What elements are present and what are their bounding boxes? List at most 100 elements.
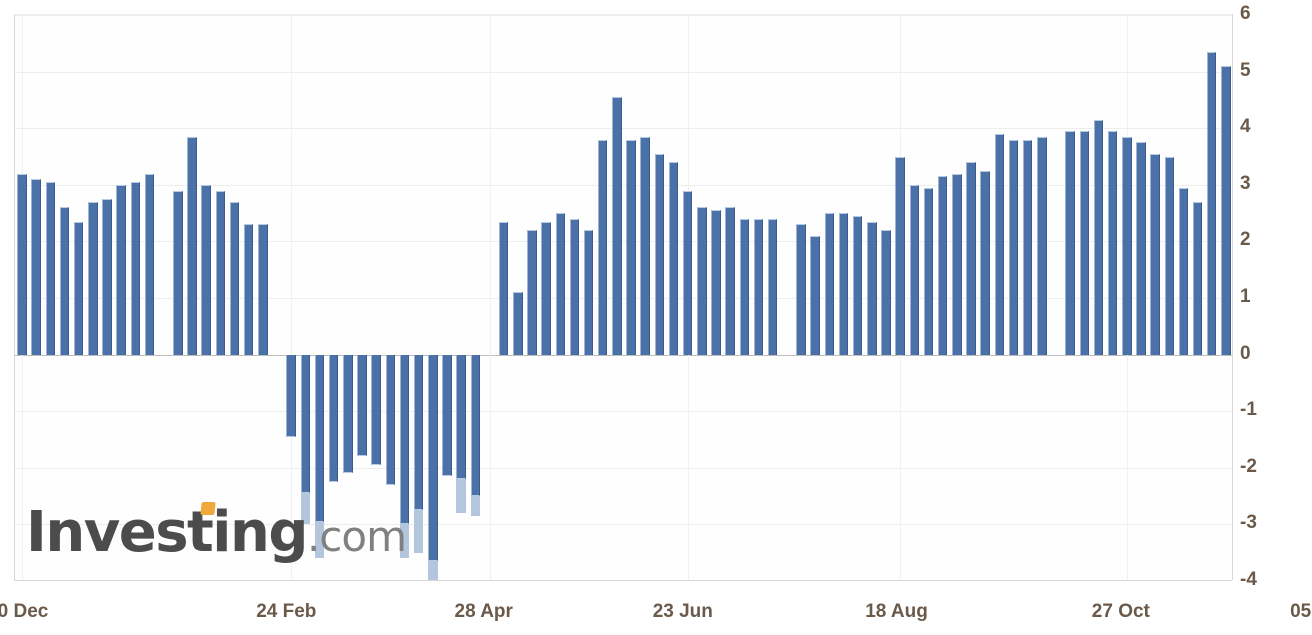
bar-watermark-overlay (413, 510, 424, 553)
bar-watermark-overlay (300, 493, 311, 525)
bar[interactable] (1065, 131, 1075, 355)
bar[interactable] (867, 221, 877, 355)
bar[interactable] (144, 173, 155, 355)
bar[interactable] (1164, 156, 1175, 355)
bar[interactable] (286, 354, 296, 437)
bar[interactable] (357, 354, 367, 457)
bar[interactable] (73, 221, 84, 355)
bar[interactable] (1150, 153, 1160, 355)
bar[interactable] (45, 182, 56, 355)
bar[interactable] (640, 136, 650, 355)
bar-watermark-overlay (399, 524, 410, 559)
gridline-x-28-apr (489, 15, 491, 580)
bar[interactable] (343, 354, 353, 474)
bar[interactable] (852, 215, 863, 355)
bar[interactable] (498, 221, 509, 355)
gridline-y--2 (15, 467, 1232, 469)
bar[interactable] (1008, 139, 1019, 355)
bar[interactable] (838, 213, 849, 355)
bar[interactable] (1178, 187, 1189, 355)
bar[interactable] (187, 136, 197, 355)
bar[interactable] (456, 354, 466, 480)
bar[interactable] (923, 187, 934, 355)
x-axis-tick-label: 23 Jun (652, 601, 713, 622)
bar[interactable] (937, 176, 948, 355)
bar[interactable] (215, 190, 226, 355)
bar[interactable] (583, 230, 594, 355)
bar[interactable] (173, 190, 183, 355)
x-axis-tick-label: 18 Aug (865, 601, 928, 622)
bar[interactable] (1107, 131, 1118, 355)
bar[interactable] (796, 224, 806, 355)
bar[interactable] (300, 354, 311, 494)
bar[interactable] (314, 354, 325, 522)
bar[interactable] (88, 201, 98, 355)
bar-watermark-overlay (456, 479, 466, 514)
bar[interactable] (59, 207, 70, 355)
bar[interactable] (102, 199, 112, 355)
y-axis-tick-label: -2 (1240, 455, 1257, 477)
bar[interactable] (682, 190, 693, 355)
x-axis: 30 Dec 24 Feb 28 Apr 23 Jun 18 Aug 27 Oct 05 J… (0, 588, 1312, 635)
bar[interactable] (31, 179, 41, 355)
x-axis-tick-label: 27 Oct (1091, 601, 1150, 622)
bar[interactable] (1136, 142, 1146, 355)
bar[interactable] (952, 173, 962, 355)
bar[interactable] (17, 173, 27, 355)
bar[interactable] (668, 162, 679, 355)
bar[interactable] (442, 354, 452, 477)
bar[interactable] (895, 156, 905, 355)
bar[interactable] (541, 221, 551, 355)
bar[interactable] (243, 224, 254, 355)
bar[interactable] (909, 184, 920, 355)
gridline-y--1 (15, 411, 1232, 413)
bar[interactable] (626, 139, 636, 355)
bar[interactable] (1206, 51, 1217, 355)
bar[interactable] (201, 184, 211, 355)
bar[interactable] (881, 230, 891, 355)
bar[interactable] (1192, 201, 1203, 355)
bar[interactable] (513, 292, 523, 355)
bar[interactable] (413, 354, 424, 511)
bar[interactable] (725, 207, 735, 355)
bar[interactable] (767, 218, 778, 355)
bar-watermark-overlay (470, 496, 481, 516)
bar[interactable] (371, 354, 381, 465)
bars-layer (15, 15, 1232, 580)
y-axis-tick-label: 6 (1240, 3, 1251, 24)
bar[interactable] (654, 153, 665, 355)
bar[interactable] (328, 354, 339, 482)
bar[interactable] (966, 162, 976, 355)
bar[interactable] (229, 201, 240, 355)
bar[interactable] (258, 224, 268, 355)
y-axis-tick-label: 4 (1240, 116, 1251, 138)
y-axis-tick-label: 0 (1240, 342, 1251, 364)
bar[interactable] (130, 182, 141, 355)
bar[interactable] (753, 218, 764, 355)
bar[interactable] (1079, 131, 1090, 355)
bar[interactable] (980, 170, 990, 355)
bar[interactable] (597, 139, 608, 355)
bar[interactable] (399, 354, 410, 525)
bar[interactable] (1122, 136, 1132, 355)
bar[interactable] (1093, 119, 1104, 355)
bar[interactable] (569, 218, 580, 355)
bar[interactable] (612, 97, 622, 355)
bar[interactable] (739, 218, 750, 355)
gridline-y-6 (15, 15, 1232, 16)
bar[interactable] (1022, 139, 1033, 355)
bar[interactable] (711, 210, 721, 355)
bar[interactable] (994, 133, 1005, 355)
bar[interactable] (428, 354, 438, 562)
bar[interactable] (116, 184, 126, 355)
bar[interactable] (470, 354, 481, 497)
bar[interactable] (697, 207, 707, 355)
bar[interactable] (824, 213, 835, 355)
bar[interactable] (810, 235, 820, 355)
bar[interactable] (1037, 136, 1047, 355)
x-axis-tick-label: 28 Apr (454, 601, 513, 622)
bar[interactable] (1221, 65, 1231, 355)
bar[interactable] (527, 230, 537, 355)
bar[interactable] (385, 354, 396, 485)
bar[interactable] (555, 213, 566, 355)
